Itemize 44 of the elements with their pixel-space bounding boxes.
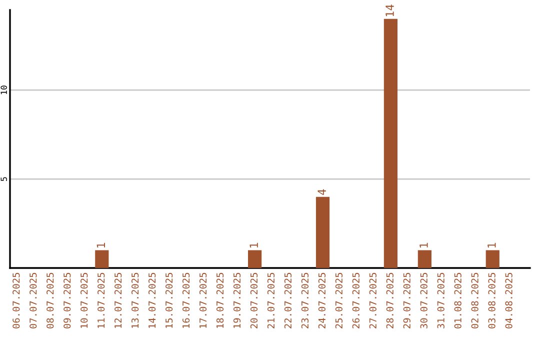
x-tick-label: 29.07.2025 <box>403 272 410 328</box>
x-tick-label: 13.07.2025 <box>132 272 139 328</box>
bar <box>248 250 262 268</box>
x-tick-label: 17.07.2025 <box>199 272 207 328</box>
x-tick-label: 08.07.2025 <box>46 272 54 328</box>
bar <box>384 18 398 268</box>
bar <box>316 196 330 268</box>
x-tick-label: 23.07.2025 <box>301 272 309 328</box>
bar <box>95 250 109 268</box>
x-tick-label: 16.07.2025 <box>182 272 190 328</box>
x-tick-label: 14.07.2025 <box>148 272 156 328</box>
x-tick-label: 06.07.2025 <box>12 272 20 328</box>
x-tick-label: 24.07.2025 <box>318 272 326 328</box>
x-tick-label: 20.07.2025 <box>250 272 258 328</box>
data-label: 1 <box>420 242 428 248</box>
x-tick-label: 21.07.2025 <box>267 272 275 328</box>
x-tick-label: 27.07.2025 <box>369 272 376 328</box>
x-tick-label: 03.08.2025 <box>488 272 496 328</box>
x-tick-label: 30.07.2025 <box>420 272 428 328</box>
x-tick-label: 25.07.2025 <box>335 272 342 328</box>
x-tick-label: 02.08.2025 <box>471 272 478 328</box>
x-tick-label: 07.07.2025 <box>30 272 37 328</box>
x-tick-label: 09.07.2025 <box>64 272 71 328</box>
bar <box>418 250 432 268</box>
x-tick-label: 01.08.2025 <box>454 272 462 328</box>
x-tick-label: 22.07.2025 <box>284 272 292 328</box>
x-tick-label: 18.07.2025 <box>216 272 224 328</box>
x-tick-label: 15.07.2025 <box>165 272 173 328</box>
x-tick-label: 26.07.2025 <box>352 272 360 328</box>
y-tick-label: 10 <box>0 86 7 94</box>
x-tick-label: 11.07.2025 <box>98 272 105 328</box>
x-tick-label: 28.07.2025 <box>386 272 394 328</box>
bar <box>486 250 500 268</box>
x-tick-label: 19.07.2025 <box>233 272 241 328</box>
x-tick-label: 12.07.2025 <box>114 272 122 328</box>
data-label: 14 <box>386 4 394 16</box>
y-tick-label: 5 <box>0 177 7 181</box>
data-label: 1 <box>96 242 105 248</box>
data-label: 4 <box>318 189 326 195</box>
data-label: 1 <box>250 242 258 248</box>
data-label: 1 <box>488 242 496 248</box>
x-tick-label: 10.07.2025 <box>80 272 88 328</box>
x-tick-label: 04.08.2025 <box>505 272 512 328</box>
x-tick-label: 31.07.2025 <box>437 272 444 328</box>
